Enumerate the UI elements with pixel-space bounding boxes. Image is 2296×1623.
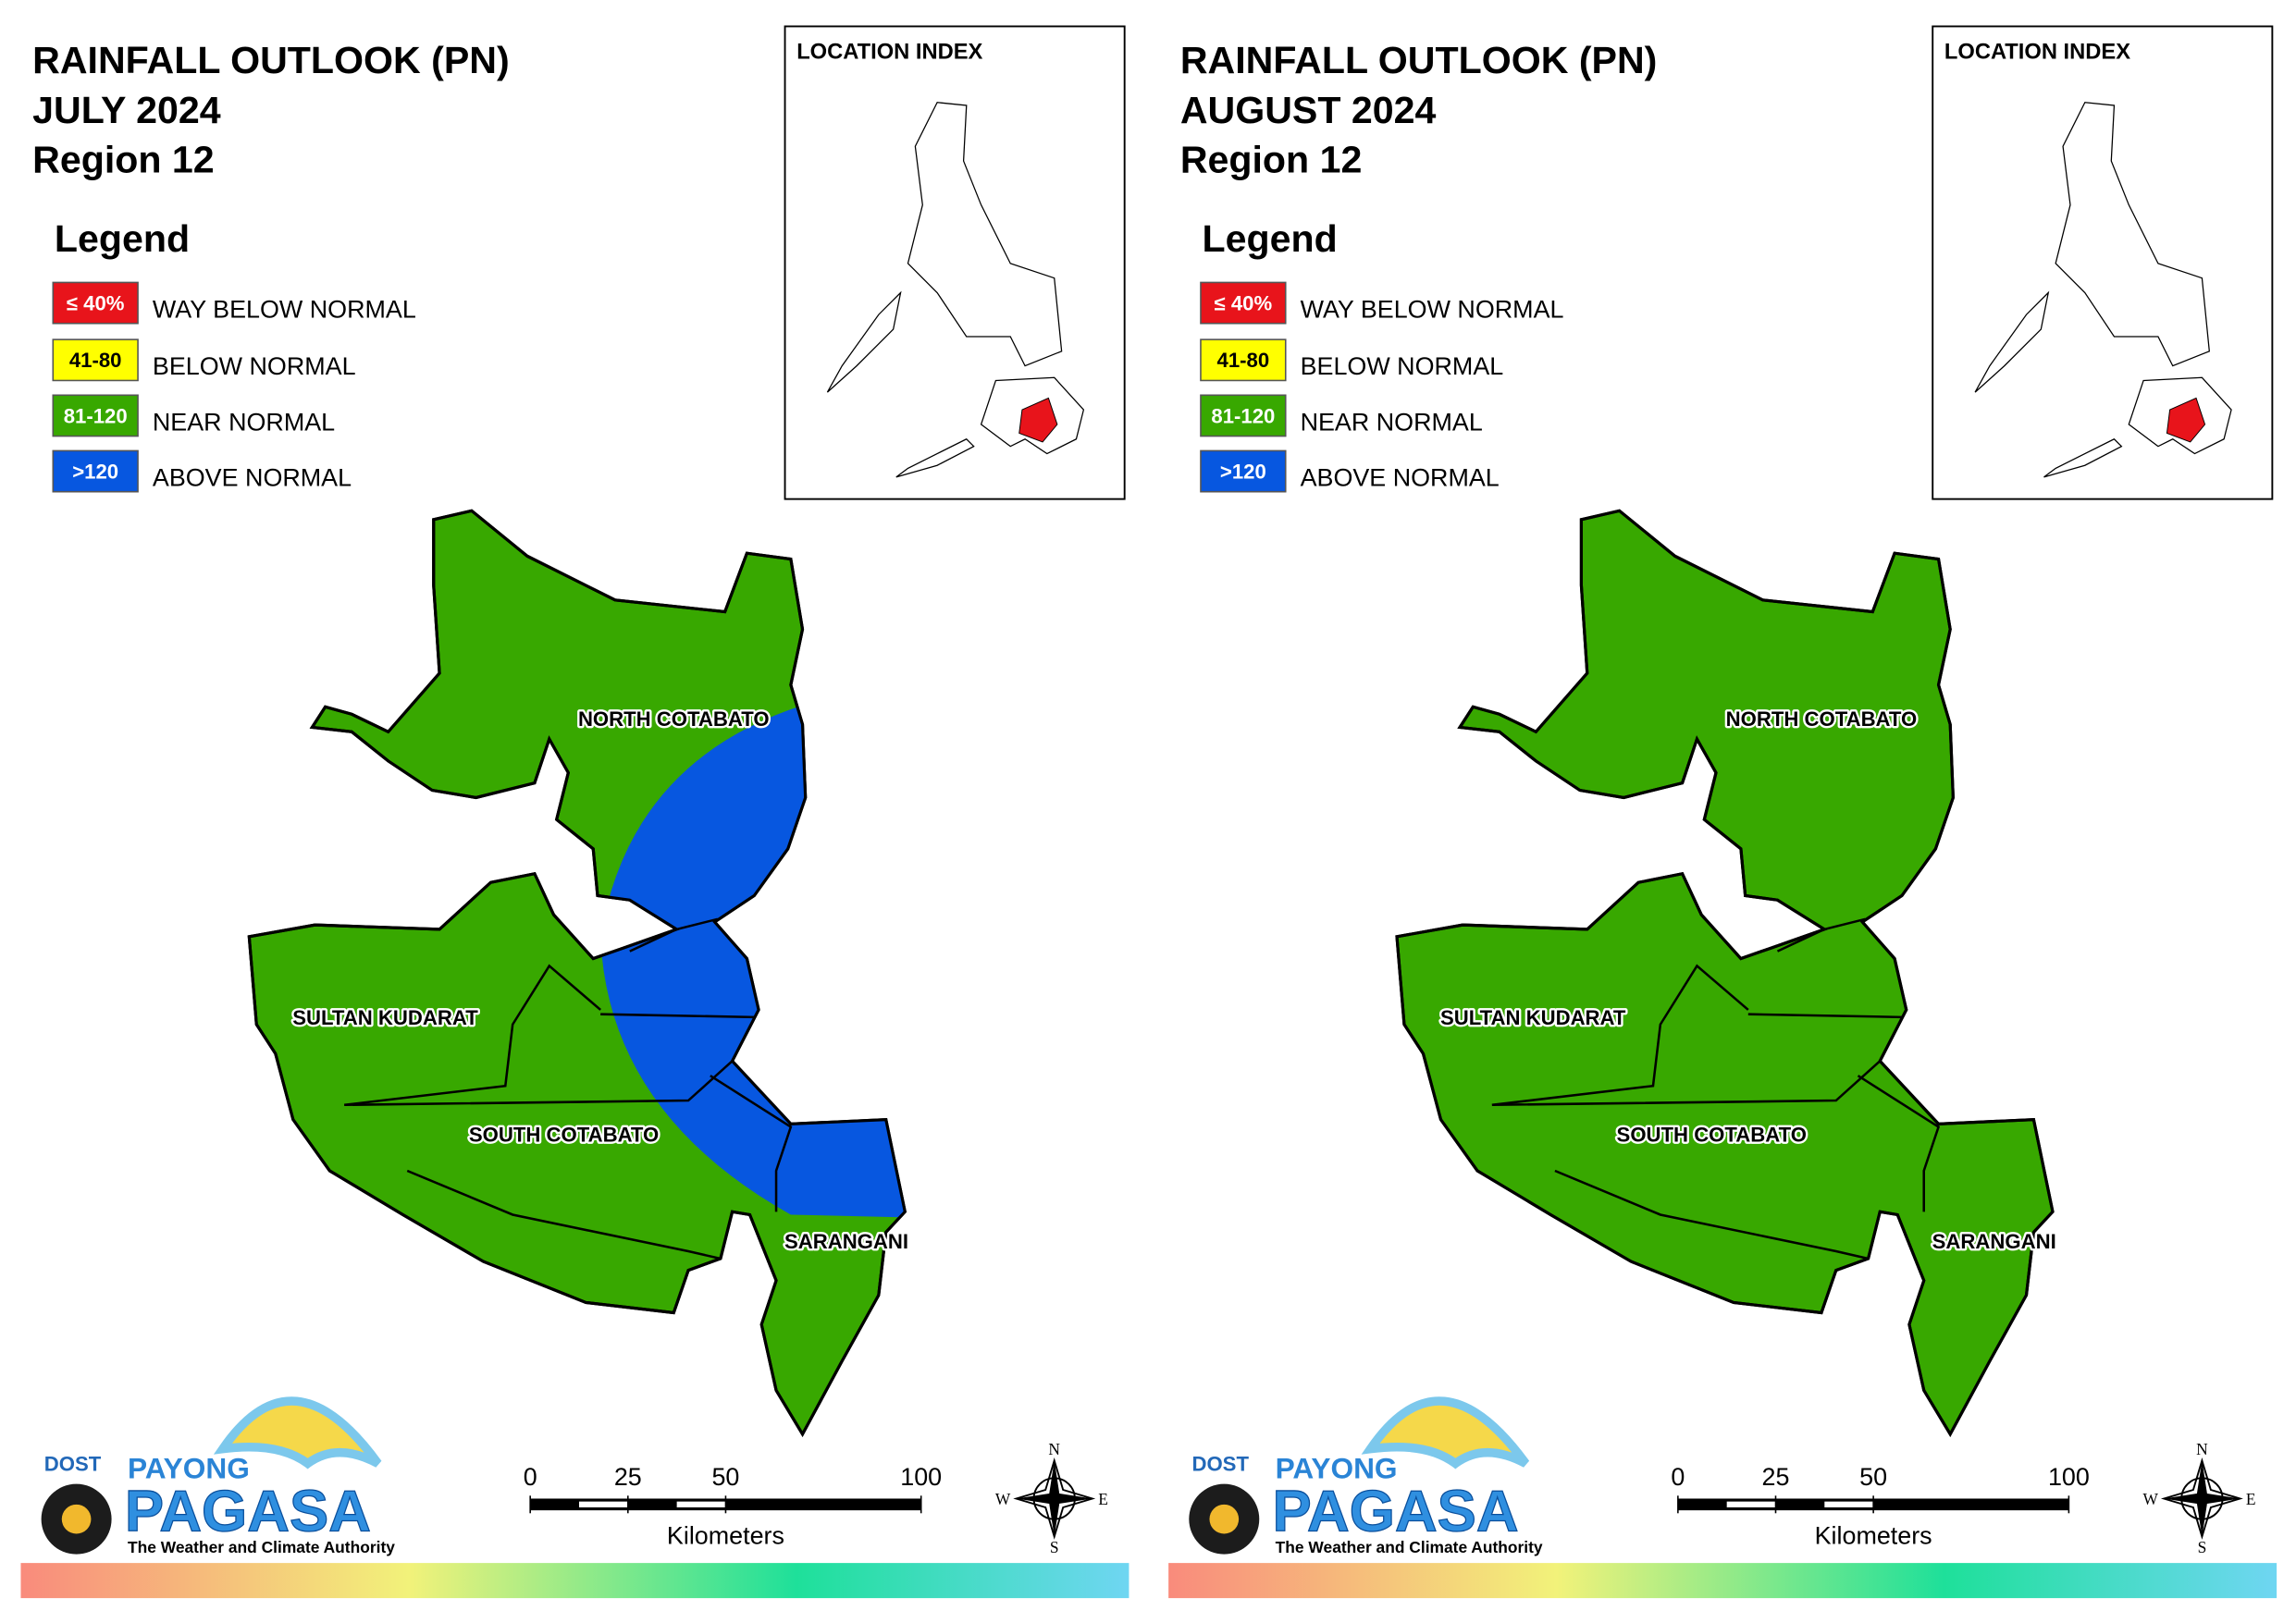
legend-swatch — [1200, 338, 1287, 382]
legend-label: ABOVE NORMAL — [1301, 463, 1500, 491]
scale-unit: Kilometers — [667, 1522, 784, 1550]
logo-agency: DOST — [44, 1452, 102, 1475]
location-highlight — [2166, 397, 2206, 443]
legend-label: WAY BELOW NORMAL — [1301, 295, 1564, 323]
title-line: Region 12 — [32, 139, 215, 181]
location-index-title: LOCATION INDEX — [796, 40, 982, 64]
province-label: SULTAN KUDARAT — [292, 1006, 478, 1029]
province-label: NORTH COTABATO — [1726, 707, 1918, 731]
title-line: Region 12 — [1180, 139, 1363, 181]
logo-umbrella — [1361, 1396, 1530, 1469]
scale-tick-label: 25 — [614, 1463, 642, 1491]
logo-agency: DOST — [1191, 1452, 1249, 1475]
legend-swatch — [1200, 394, 1287, 437]
title-line: JULY 2024 — [32, 89, 221, 131]
province-label: SARANGANI — [784, 1230, 908, 1253]
legend-swatch — [52, 449, 139, 493]
legend-swatch — [52, 281, 139, 325]
logo-tagline: The Weather and Climate Authority — [1276, 1538, 1543, 1556]
logo-brand-top: PAYONG — [1276, 1451, 1398, 1484]
scale-tick-label: 100 — [900, 1463, 942, 1491]
legend-label: ABOVE NORMAL — [153, 463, 352, 491]
logo-seal-center — [1209, 1504, 1240, 1534]
compass-letter: N — [2196, 1440, 2208, 1458]
legend-label: NEAR NORMAL — [153, 408, 335, 436]
map — [247, 509, 907, 1436]
footer-band — [20, 1563, 1129, 1599]
logo-tagline: The Weather and Climate Authority — [128, 1538, 395, 1556]
logo-umbrella — [213, 1396, 382, 1469]
location-highlight — [1018, 397, 1058, 443]
scale-tick-label: 0 — [1671, 1463, 1685, 1491]
logo-brand: PAGASA — [1273, 1479, 1519, 1543]
title-line: RAINFALL OUTLOOK (PN) — [32, 39, 510, 81]
legend-title: Legend — [1203, 217, 1338, 260]
compass-letter: W — [995, 1490, 1011, 1508]
map — [1395, 509, 2055, 1436]
legend-swatch — [52, 338, 139, 382]
legend-title: Legend — [55, 217, 190, 260]
footer-band — [1168, 1563, 2277, 1599]
scale-bar-gap — [1726, 1501, 1776, 1507]
legend-swatch — [52, 394, 139, 437]
province-label: SOUTH COTABATO — [469, 1123, 659, 1146]
logo-brand: PAGASA — [125, 1479, 371, 1543]
legend-label: WAY BELOW NORMAL — [153, 295, 416, 323]
compass-letter: S — [1050, 1538, 1059, 1556]
legend-swatch-label: >120 — [72, 460, 118, 483]
compass-letter: N — [1048, 1440, 1060, 1458]
legend-swatch-label: 81-120 — [64, 404, 128, 427]
legend-swatch — [1200, 281, 1287, 325]
compass-letter: W — [2143, 1490, 2159, 1508]
legend-label: BELOW NORMAL — [153, 352, 356, 380]
compass-letter: S — [2198, 1538, 2207, 1556]
legend-swatch-label: 41-80 — [1217, 349, 1270, 372]
logo-brand-top: PAYONG — [128, 1451, 250, 1484]
province-label: NORTH COTABATO — [578, 707, 770, 731]
location-index-title: LOCATION INDEX — [1944, 40, 2130, 64]
province-label: SULTAN KUDARAT — [1440, 1006, 1626, 1029]
panel: RAINFALL OUTLOOK (PN) JULY 2024 Region 12 L… — [20, 25, 1129, 1599]
scale-bar-gap — [676, 1501, 726, 1507]
scale-bar-gap — [578, 1501, 628, 1507]
compass-needle — [2164, 1460, 2240, 1537]
legend-swatch-label: 41-80 — [69, 349, 122, 372]
compass-letter: E — [1098, 1490, 1108, 1508]
scale-tick-label: 50 — [711, 1463, 739, 1491]
legend-swatch-label: ≤ 40% — [1215, 291, 1273, 314]
legend-swatch-label: ≤ 40% — [67, 291, 125, 314]
scale-unit: Kilometers — [1815, 1522, 1932, 1550]
logo-seal-center — [61, 1504, 92, 1534]
scale-tick-label: 50 — [1859, 1463, 1887, 1491]
scale-tick-label: 25 — [1762, 1463, 1790, 1491]
scale-tick-label: 100 — [2048, 1463, 2090, 1491]
panel: RAINFALL OUTLOOK (PN) AUGUST 2024 Region 1… — [1168, 25, 2277, 1599]
legend-label: BELOW NORMAL — [1301, 352, 1504, 380]
compass-letter: E — [2246, 1490, 2256, 1508]
title-line: AUGUST 2024 — [1180, 89, 1437, 131]
legend-swatch-label: >120 — [1220, 460, 1266, 483]
legend-label: NEAR NORMAL — [1301, 408, 1483, 436]
legend-swatch-label: 81-120 — [1211, 404, 1275, 427]
province-label: SOUTH COTABATO — [1617, 1123, 1807, 1146]
scale-bar-gap — [1824, 1501, 1874, 1507]
title-line: RAINFALL OUTLOOK (PN) — [1180, 39, 1658, 81]
province-label: SARANGANI — [1932, 1230, 2056, 1253]
legend-swatch — [1200, 449, 1287, 493]
compass-needle — [1016, 1460, 1092, 1537]
scale-tick-label: 0 — [524, 1463, 537, 1491]
